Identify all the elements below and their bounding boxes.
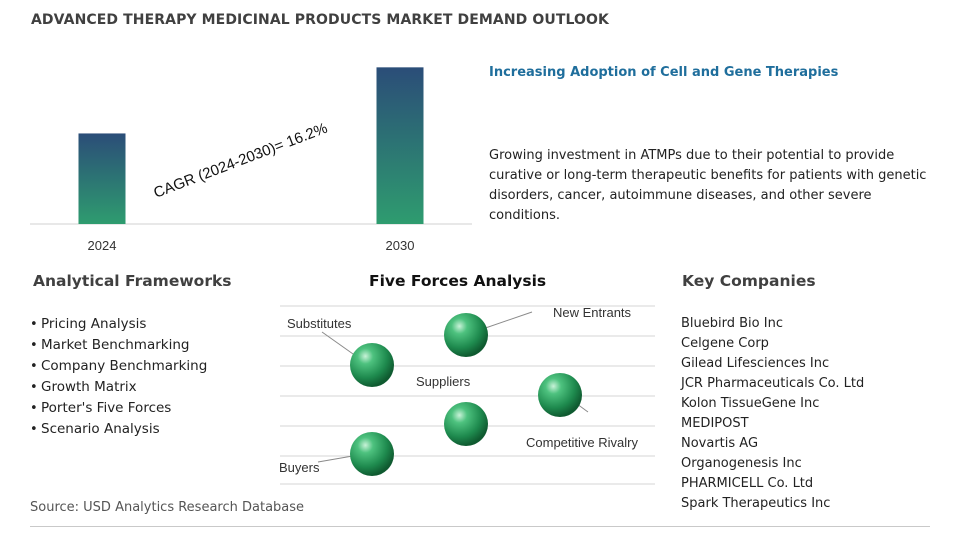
frameworks-list: Pricing Analysis Market Benchmarking Com… — [30, 314, 207, 440]
company-item: Bluebird Bio Inc — [681, 316, 783, 331]
company-item: Celgene Corp — [681, 336, 769, 351]
five-forces-heading: Five Forces Analysis — [369, 272, 547, 290]
list-item: Scenario Analysis — [30, 419, 207, 440]
company-item: Novartis AG — [681, 436, 759, 451]
company-item: PHARMICELL Co. Ltd — [681, 476, 814, 491]
x-tick-label: 2030 — [386, 238, 415, 253]
list-item: Company Benchmarking — [30, 356, 207, 377]
company-item: Organogenesis Inc — [681, 456, 802, 471]
frameworks-heading: Analytical Frameworks — [33, 272, 232, 290]
force-label-suppliers: Suppliers — [416, 374, 471, 389]
list-item: Pricing Analysis — [30, 314, 207, 335]
highlight-heading: Increasing Adoption of Cell and Gene The… — [489, 65, 839, 80]
key-companies-heading: Key Companies — [682, 272, 816, 290]
list-item: Porter's Five Forces — [30, 398, 207, 419]
force-sphere-buyers — [350, 432, 394, 476]
source-note: Source: USD Analytics Research Database — [30, 500, 305, 515]
company-item: Kolon TissueGene Inc — [681, 396, 820, 411]
force-sphere-suppliers — [444, 402, 488, 446]
company-item: JCR Pharmaceuticals Co. Ltd — [681, 376, 865, 391]
bar-chart: 2024 2030 CAGR (2024-2030)= 16.2% — [30, 67, 472, 253]
company-item: Gilead Lifesciences Inc — [681, 356, 830, 371]
page-title: ADVANCED THERAPY MEDICINAL PRODUCTS MARK… — [31, 12, 609, 28]
bar-2024 — [78, 133, 126, 224]
force-label-buyers: Buyers — [279, 460, 320, 475]
force-label-substitutes: Substitutes — [287, 316, 352, 331]
list-item: Growth Matrix — [30, 377, 207, 398]
key-companies-list: Bluebird Bio Inc Celgene Corp Gilead Lif… — [681, 314, 864, 514]
cagr-annotation: CAGR (2024-2030)= 16.2% — [151, 120, 330, 202]
bar-2030 — [376, 67, 424, 224]
company-item: Spark Therapeutics Inc — [681, 496, 831, 511]
force-sphere-new-entrants — [444, 313, 488, 357]
force-sphere-substitutes — [350, 343, 394, 387]
five-forces-diagram: Substitutes New Entrants Suppliers Compe… — [279, 305, 655, 485]
bottom-divider — [30, 526, 930, 527]
company-item: MEDIPOST — [681, 416, 749, 431]
list-item: Market Benchmarking — [30, 335, 207, 356]
force-label-new-entrants: New Entrants — [553, 305, 632, 320]
x-tick-label: 2024 — [88, 238, 117, 253]
force-label-competitive-rivalry: Competitive Rivalry — [526, 435, 638, 450]
highlight-text: Growing investment in ATMPs due to their… — [489, 148, 927, 223]
force-sphere-competitive-rivalry — [538, 373, 582, 417]
